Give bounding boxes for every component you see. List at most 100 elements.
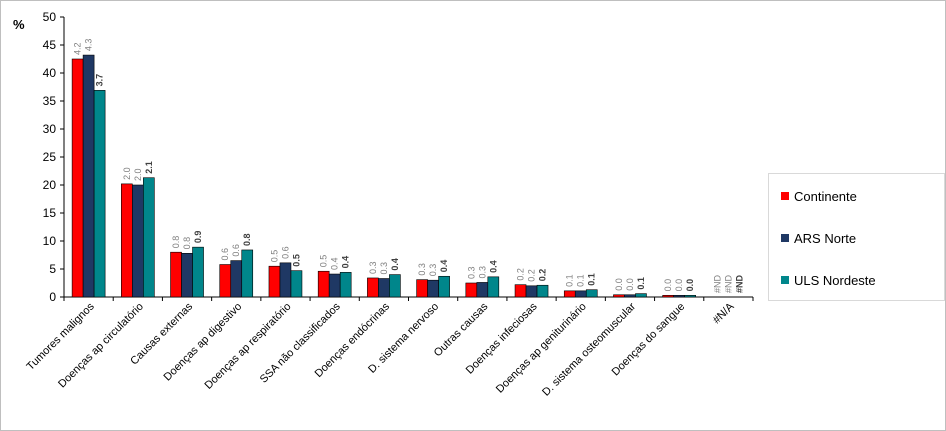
data-label: 0.4 <box>390 258 400 271</box>
bar-ars-norte <box>624 294 636 298</box>
bar-ars-norte <box>427 279 439 298</box>
data-label: 0.1 <box>636 277 646 290</box>
data-label: #ND <box>734 274 744 293</box>
bar-ars-norte <box>378 278 390 298</box>
data-label: 2.1 <box>144 161 154 174</box>
data-label: 3.7 <box>95 74 105 87</box>
y-axis-label: % <box>13 17 25 32</box>
bar-ars-norte <box>82 54 95 298</box>
data-label: 0.5 <box>319 255 329 268</box>
y-tick-label: 30 <box>43 122 57 136</box>
legend-item: ULS Nordeste <box>781 272 876 288</box>
data-label: 0.3 <box>477 266 487 279</box>
bar-uls-nordeste <box>438 275 450 298</box>
data-label: 2.0 <box>133 168 143 181</box>
data-label: 0.8 <box>182 237 192 250</box>
data-label: 4.3 <box>84 39 94 52</box>
bar-continente <box>514 284 527 298</box>
y-tick-label: 15 <box>43 206 57 220</box>
bar-uls-nordeste <box>93 90 106 298</box>
category-label: Doenças ap circulatório <box>56 301 146 391</box>
bar-uls-nordeste <box>389 274 401 298</box>
bar-continente <box>170 251 182 298</box>
category-label: SSA não classificados <box>258 300 343 385</box>
data-label: 2.0 <box>122 167 132 180</box>
data-label: #ND <box>712 274 722 293</box>
bar-ars-norte <box>673 295 685 298</box>
category-label: Doenças ap geniturinário <box>494 301 589 396</box>
data-label: 0.3 <box>368 261 378 274</box>
data-label: 0.4 <box>330 258 340 271</box>
data-label: 0.9 <box>193 231 203 244</box>
data-label: #ND <box>723 274 733 293</box>
y-tick-label: 10 <box>43 234 57 248</box>
y-tick-label: 20 <box>43 178 57 192</box>
data-label: 0.3 <box>466 266 476 279</box>
legend-label: ULS Nordeste <box>794 272 876 288</box>
bar-continente <box>613 294 625 298</box>
bar-ars-norte <box>181 253 193 298</box>
bar-uls-nordeste <box>143 177 155 298</box>
data-label: 0.3 <box>428 264 438 277</box>
bar-ars-norte <box>476 282 489 298</box>
data-label: 0.6 <box>280 246 290 259</box>
legend: Continente ARS Norte ULS Nordeste <box>768 173 945 301</box>
data-label: 0.0 <box>674 279 684 292</box>
y-tick-label: 40 <box>43 66 57 80</box>
data-label: 0.3 <box>417 263 427 276</box>
data-label: 0.8 <box>171 236 181 249</box>
category-label: Doenças ap respiratório <box>203 301 294 392</box>
category-label: #N/A <box>711 300 737 326</box>
bar-continente <box>121 183 133 298</box>
bar-ars-norte <box>279 262 292 298</box>
bar-uls-nordeste <box>585 289 598 298</box>
bar-continente <box>416 279 428 298</box>
data-label: 0.0 <box>625 278 635 291</box>
bar-continente <box>71 58 84 298</box>
data-label: 0.1 <box>576 274 586 287</box>
bar-ars-norte <box>230 260 243 298</box>
data-label: 0.4 <box>341 256 351 269</box>
legend-item: Continente <box>781 188 857 204</box>
y-tick-label: 0 <box>49 290 56 304</box>
bar-continente <box>465 282 478 298</box>
data-label: 0.0 <box>614 278 624 291</box>
data-label: 4.2 <box>73 42 83 55</box>
y-tick-label: 5 <box>49 262 56 276</box>
y-tick-label: 45 <box>43 38 57 52</box>
data-label: 0.2 <box>538 269 548 282</box>
bar-continente <box>268 265 281 298</box>
legend-label: Continente <box>794 188 857 204</box>
data-label: 0.1 <box>587 273 597 286</box>
bar-continente <box>662 295 674 298</box>
legend-swatch <box>781 234 789 242</box>
bar-ars-norte <box>328 273 341 298</box>
legend-swatch <box>781 192 789 200</box>
legend-swatch <box>781 276 789 284</box>
bar-uls-nordeste <box>635 293 647 298</box>
bar-uls-nordeste <box>290 270 303 298</box>
data-label: 0.2 <box>527 269 537 282</box>
y-tick-label: 50 <box>43 10 57 24</box>
bar-continente <box>367 277 379 298</box>
data-label: 0.4 <box>439 260 449 273</box>
y-tick-label: 25 <box>43 150 57 164</box>
bar-continente <box>563 290 576 298</box>
bar-uls-nordeste <box>241 249 254 298</box>
y-tick-label: 35 <box>43 94 57 108</box>
category-label: D. sistema osteomuscular <box>540 300 638 398</box>
legend-label: ARS Norte <box>794 230 857 246</box>
data-label: 0.8 <box>242 233 252 246</box>
legend-item: ARS Norte <box>781 230 856 246</box>
bar-uls-nordeste <box>536 284 549 298</box>
data-label: 0.5 <box>291 254 301 267</box>
data-label: 0.3 <box>379 262 389 275</box>
bar-ars-norte <box>525 285 538 298</box>
bar-continente <box>317 270 330 298</box>
data-label: 0.0 <box>663 279 673 292</box>
data-label: 0.1 <box>565 274 575 287</box>
data-label: 0.4 <box>488 260 498 273</box>
bar-uls-nordeste <box>487 276 500 298</box>
